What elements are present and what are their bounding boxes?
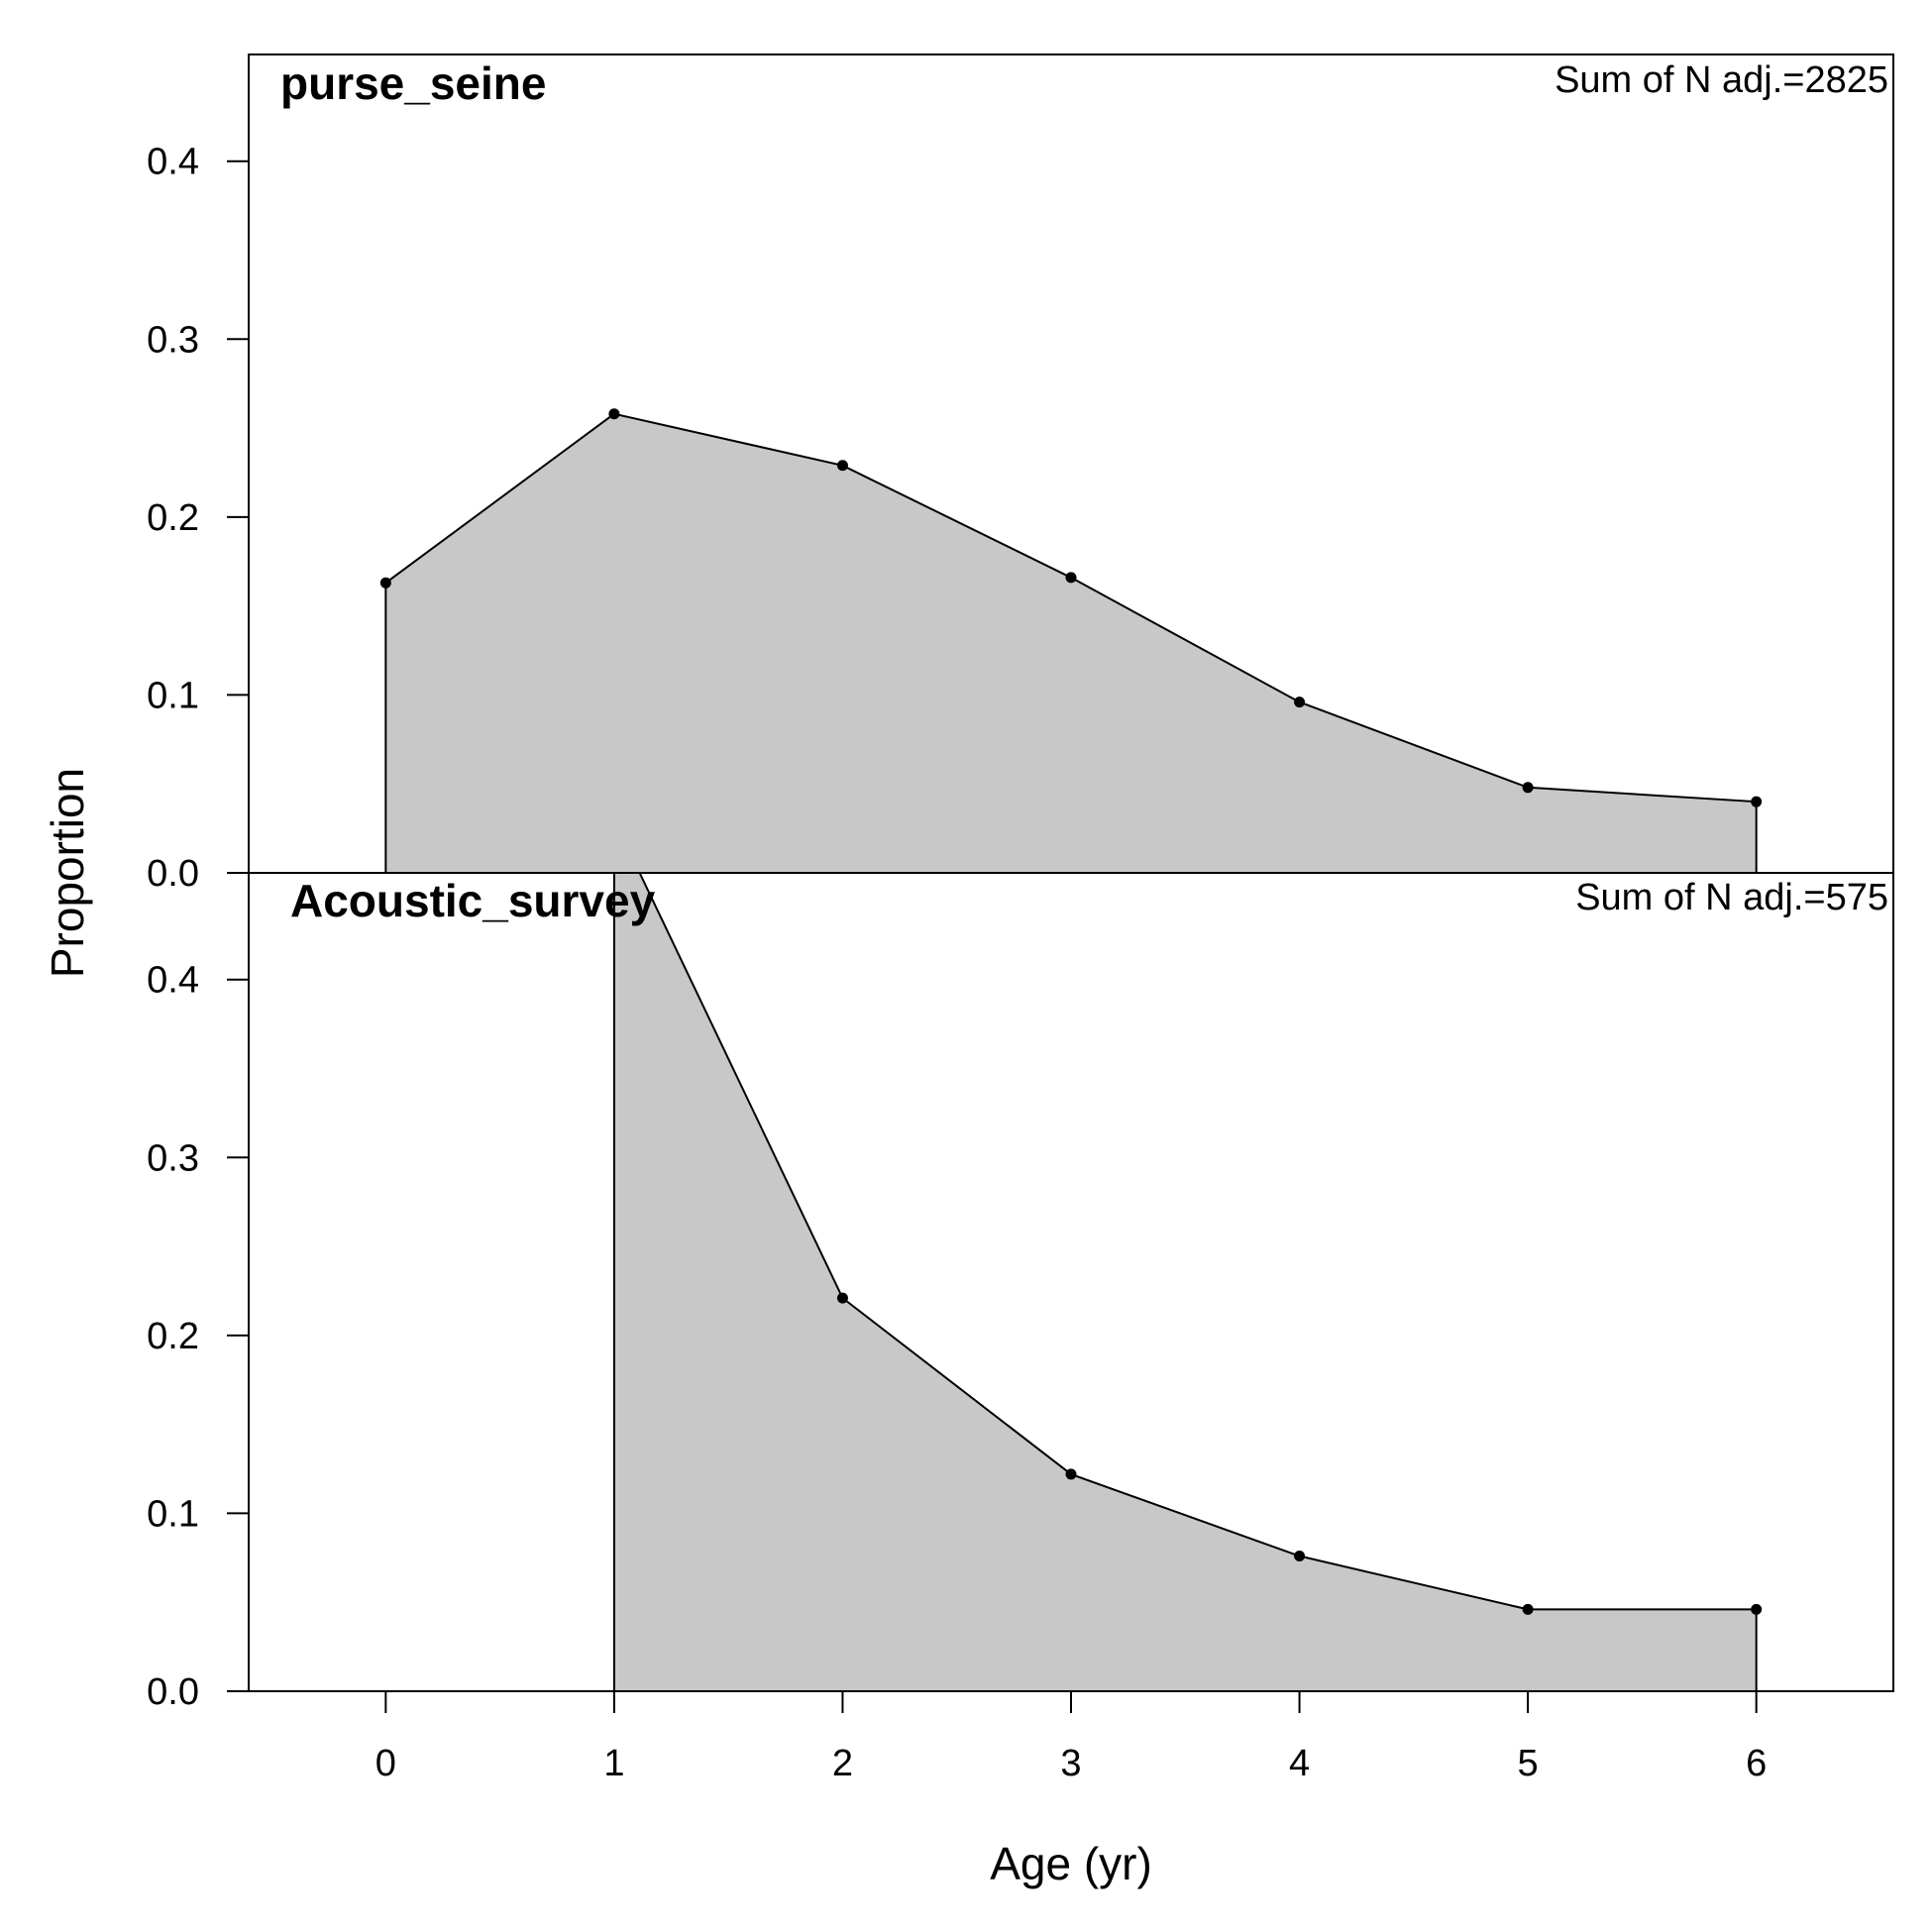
y-tick-label: 0.3 <box>147 1137 199 1179</box>
x-axis-title: Age (yr) <box>990 1838 1152 1889</box>
data-point <box>1751 1603 1763 1615</box>
data-point <box>379 577 391 589</box>
x-tick-label: 0 <box>376 1743 396 1784</box>
y-tick-label: 0.0 <box>147 1671 199 1713</box>
data-point <box>1751 796 1763 807</box>
y-tick-label: 0.2 <box>147 1316 199 1357</box>
data-point <box>1522 782 1534 794</box>
data-point <box>1522 1603 1534 1615</box>
data-point <box>1065 572 1077 584</box>
panel-sample-size-note: Sum of N adj.=2825 <box>1555 59 1888 101</box>
series-line <box>612 873 1758 1691</box>
panel-acoustic-survey: 0.0 0.1 0.2 0.3 0.4 Acoustic_survey Sum of N… <box>147 873 1888 1713</box>
data-point <box>1294 697 1306 708</box>
y-tick-label: 0.4 <box>147 142 199 183</box>
panel-purse-seine: 0.0 0.1 0.2 0.3 0.4 purse_seine Sum of N adj… <box>147 57 1888 895</box>
x-tick-label: 3 <box>1060 1743 1081 1784</box>
x-tick-label: 4 <box>1289 1743 1310 1784</box>
data-point <box>608 408 620 420</box>
y-tick-label: 0.1 <box>147 1493 199 1535</box>
data-point <box>836 1292 848 1304</box>
y-axis-title: Proportion <box>42 768 93 978</box>
y-tick-label: 0.3 <box>147 319 199 361</box>
data-point <box>1065 1468 1077 1480</box>
x-tick-label: 6 <box>1746 1743 1767 1784</box>
x-tick-label: 5 <box>1518 1743 1539 1784</box>
panel-sample-size-note: Sum of N adj.=575 <box>1575 877 1888 918</box>
y-tick-label: 0.4 <box>147 960 199 1002</box>
data-point <box>836 460 848 472</box>
panel-title: purse_seine <box>280 57 546 109</box>
y-tick-label: 0.0 <box>147 853 199 895</box>
y-tick-label: 0.1 <box>147 675 199 716</box>
data-point <box>1294 1551 1306 1562</box>
area-fill <box>613 873 1757 1691</box>
y-tick-label: 0.2 <box>147 497 199 539</box>
x-tick-label: 1 <box>603 1743 624 1784</box>
panel-title: Acoustic_survey <box>290 875 656 926</box>
x-tick-label: 2 <box>832 1743 853 1784</box>
area-fill <box>385 413 1757 873</box>
